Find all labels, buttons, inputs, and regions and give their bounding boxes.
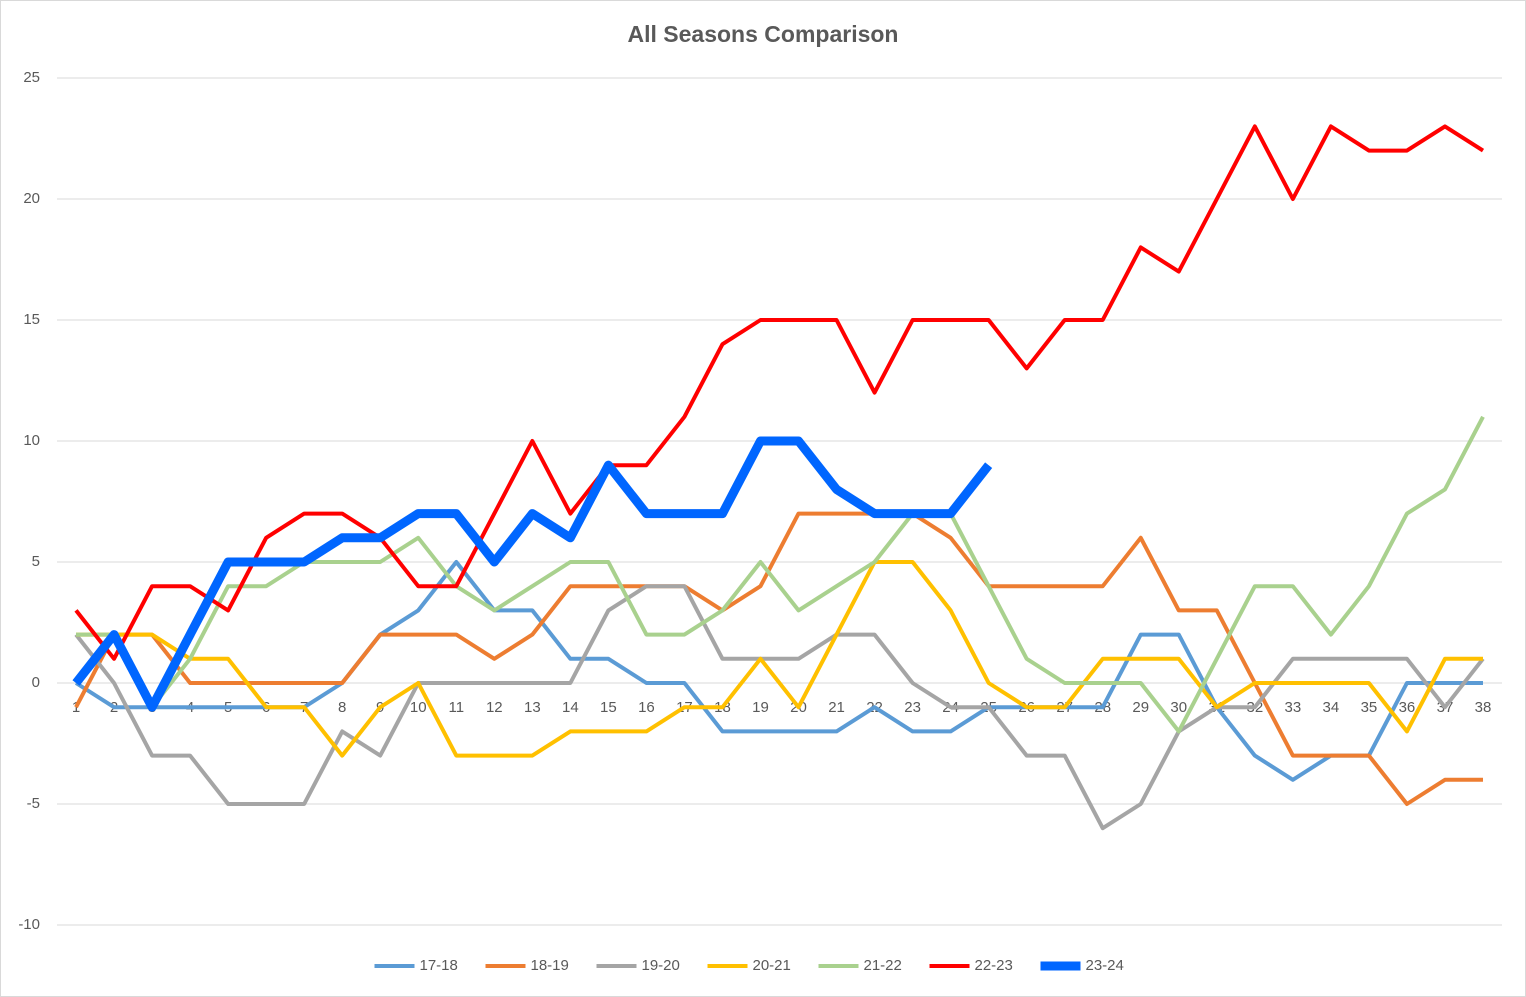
x-tick-label: 29: [1132, 699, 1149, 716]
y-tick-label: 10: [23, 432, 40, 449]
y-tick-label: 15: [23, 311, 40, 328]
x-tick-label: 11: [448, 699, 464, 716]
x-tick-label: 13: [524, 699, 541, 716]
x-tick-label: 16: [638, 699, 655, 716]
y-tick-label: -5: [27, 795, 40, 812]
x-tick-label: 21: [828, 699, 845, 716]
x-tick-label: 35: [1361, 699, 1378, 716]
series-line: [74, 124, 1485, 661]
legend-label: 19-20: [642, 957, 680, 974]
y-tick-label: 25: [23, 69, 40, 86]
x-tick-label: 34: [1323, 699, 1340, 716]
chart-title: All Seasons Comparison: [628, 21, 899, 47]
x-tick-label: 23: [904, 699, 921, 716]
x-tick-label: 19: [752, 699, 769, 716]
x-tick-label: 8: [338, 699, 346, 716]
x-tick-label: 1: [72, 699, 80, 716]
series-line: [74, 511, 1483, 806]
series-line: [72, 436, 993, 712]
legend-label: 23-24: [1086, 957, 1124, 974]
x-tick-label: 30: [1170, 699, 1187, 716]
legend-label: 17-18: [420, 957, 458, 974]
series-line: [74, 584, 1485, 831]
y-tick-label: 0: [32, 674, 40, 691]
y-tick-label: 20: [23, 190, 40, 207]
legend-label: 21-22: [864, 957, 902, 974]
series-line: [76, 560, 1483, 758]
x-tick-label: 14: [562, 699, 579, 716]
x-tick-label: 36: [1399, 699, 1416, 716]
y-tick-label: 5: [32, 553, 40, 570]
legend-label: 20-21: [753, 957, 791, 974]
x-tick-label: 12: [486, 699, 503, 716]
y-tick-label: -10: [18, 916, 40, 933]
series-line: [74, 560, 1483, 782]
legend-label: 22-23: [975, 957, 1013, 974]
x-tick-label: 15: [600, 699, 617, 716]
x-tick-label: 10: [410, 699, 427, 716]
x-tick-label: 33: [1285, 699, 1302, 716]
x-tick-label: 38: [1475, 699, 1492, 716]
legend-label: 18-19: [531, 957, 569, 974]
